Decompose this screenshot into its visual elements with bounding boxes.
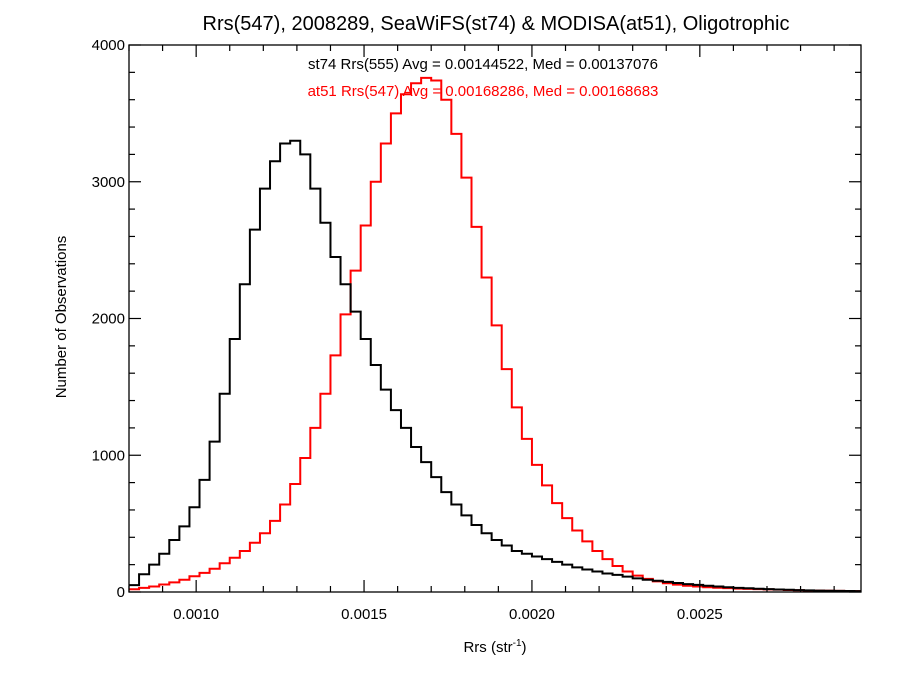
plot-frame bbox=[128, 44, 862, 593]
y-tick-label: 2000 bbox=[92, 311, 125, 328]
ticks-layer: 0.0010 0.0015 0.0020 0.0025 0 1000 2000 3000 400… bbox=[92, 37, 861, 623]
chart-title: Rrs(547), 2008289, SeaWiFS(st74) & MODIS… bbox=[203, 13, 790, 35]
y-tick-label: 3000 bbox=[92, 174, 125, 191]
legend-entry-st74: st74 Rrs(555) Avg = 0.00144522, Med = 0.… bbox=[308, 56, 658, 73]
x-axis-label-main: Rrs (str bbox=[463, 639, 512, 656]
x-tick-label: 0.0010 bbox=[173, 606, 219, 623]
legend-entry-at51: at51 Rrs(547) Avg = 0.00168286, Med = 0.… bbox=[308, 83, 659, 100]
series-layer bbox=[129, 76, 861, 593]
series-line-at51 bbox=[129, 76, 861, 593]
y-tick-label: 0 bbox=[117, 584, 125, 601]
x-axis-label: Rrs (str-1) bbox=[463, 638, 526, 656]
x-tick-label: 0.0020 bbox=[509, 606, 555, 623]
y-tick-label: 1000 bbox=[92, 447, 125, 464]
x-tick-label: 0.0025 bbox=[677, 606, 723, 623]
x-axis-label-end: ) bbox=[522, 639, 527, 656]
y-axis-label: Number of Observations bbox=[53, 236, 70, 399]
x-axis-label-superscript: -1 bbox=[513, 638, 522, 649]
y-tick-label: 4000 bbox=[92, 37, 125, 54]
x-tick-label: 0.0015 bbox=[341, 606, 387, 623]
series-line-st74 bbox=[129, 139, 861, 593]
